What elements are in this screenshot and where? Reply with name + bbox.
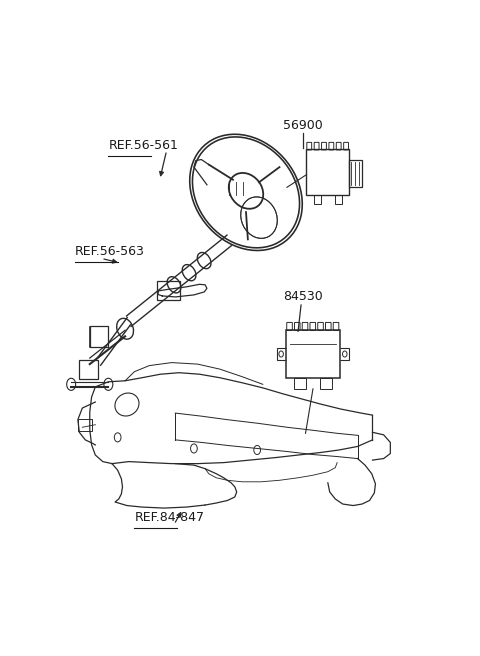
Text: REF.56-563: REF.56-563 xyxy=(75,245,145,258)
Text: REF.56-561: REF.56-561 xyxy=(108,139,178,152)
Text: REF.84-847: REF.84-847 xyxy=(134,511,204,524)
Text: 56900: 56900 xyxy=(283,119,323,132)
Text: 84530: 84530 xyxy=(283,291,323,304)
